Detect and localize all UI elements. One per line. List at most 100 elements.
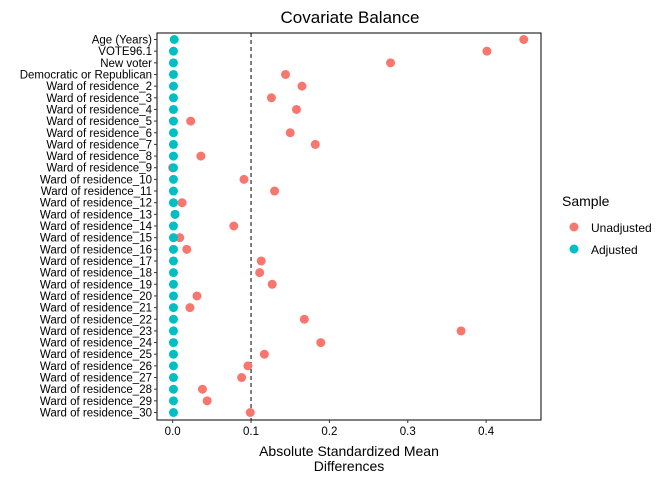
unadjusted-point bbox=[310, 139, 320, 149]
x-tick-label: 0.3 bbox=[400, 426, 416, 438]
unadjusted-point bbox=[182, 244, 192, 254]
adjusted-point bbox=[168, 58, 178, 68]
adjusted-point bbox=[168, 314, 178, 324]
unadjusted-point bbox=[202, 396, 212, 406]
legend-label-unadjusted: Unadjusted bbox=[591, 221, 652, 235]
adjusted-point bbox=[168, 151, 178, 161]
adjusted-point bbox=[168, 279, 178, 289]
y-tick-label: Ward of residence_12 bbox=[40, 198, 152, 210]
adjusted-point bbox=[168, 349, 178, 359]
adjusted-point bbox=[168, 221, 178, 231]
x-axis-label-line-1: Absolute Standardized Mean bbox=[259, 443, 439, 459]
adjusted-point bbox=[170, 209, 180, 219]
adjusted-point bbox=[168, 128, 178, 138]
adjusted-point bbox=[168, 81, 178, 91]
y-tick-label: Ward of residence_25 bbox=[40, 349, 152, 361]
legend-title: Sample bbox=[562, 193, 610, 209]
y-tick-label: Ward of residence_13 bbox=[40, 209, 152, 221]
y-tick-label: Ward of residence_3 bbox=[46, 93, 152, 105]
unadjusted-point bbox=[245, 408, 255, 417]
legend-key-adjusted bbox=[569, 244, 579, 254]
unadjusted-point bbox=[291, 104, 301, 114]
adjusted-point bbox=[168, 408, 178, 417]
y-tick-label: Ward of residence_10 bbox=[40, 174, 152, 186]
y-tick-label: Ward of residence_17 bbox=[40, 256, 152, 268]
unadjusted-point bbox=[237, 373, 247, 383]
y-tick-label: Ward of residence_6 bbox=[46, 128, 152, 140]
unadjusted-point bbox=[316, 338, 326, 348]
unadjusted-point bbox=[281, 69, 291, 79]
y-tick-label: Ward of residence_14 bbox=[40, 221, 153, 233]
adjusted-point bbox=[168, 384, 178, 394]
x-axis-label-line-2: Differences bbox=[314, 458, 385, 474]
chart-title: Covariate Balance bbox=[281, 8, 420, 27]
unadjusted-point bbox=[259, 349, 269, 359]
adjusted-point bbox=[168, 139, 178, 149]
unadjusted-point bbox=[177, 198, 187, 208]
adjusted-point bbox=[168, 361, 178, 371]
adjusted-point bbox=[168, 198, 178, 208]
legend-label-adjusted: Adjusted bbox=[591, 243, 638, 257]
legend: Sample Unadjusted Adjusted bbox=[562, 193, 652, 257]
adjusted-point bbox=[168, 69, 178, 79]
y-tick-label: Ward of residence_24 bbox=[40, 338, 153, 350]
y-tick-label: Ward of residence_21 bbox=[40, 303, 152, 315]
adjusted-point bbox=[169, 35, 179, 44]
unadjusted-point bbox=[256, 256, 266, 266]
unadjusted-point bbox=[255, 268, 265, 278]
adjusted-point bbox=[168, 174, 178, 184]
unadjusted-point bbox=[186, 116, 196, 126]
y-tick-label: Ward of residence_29 bbox=[40, 396, 152, 408]
unadjusted-point bbox=[192, 291, 202, 301]
y-tick-label: Ward of residence_9 bbox=[46, 163, 152, 175]
legend-key-unadjusted bbox=[569, 222, 579, 232]
unadjusted-point bbox=[185, 303, 195, 313]
adjusted-point bbox=[168, 244, 178, 254]
series-adjusted bbox=[168, 35, 180, 417]
unadjusted-point bbox=[299, 314, 309, 324]
unadjusted-point bbox=[239, 174, 249, 184]
y-tick-label: Ward of residence_4 bbox=[46, 104, 152, 116]
adjusted-point bbox=[168, 46, 178, 56]
adjusted-point bbox=[168, 396, 178, 406]
x-tick-label: 0.1 bbox=[243, 426, 259, 438]
y-tick-label: Ward of residence_15 bbox=[40, 233, 152, 245]
y-tick-label: Ward of residence_5 bbox=[46, 116, 152, 128]
adjusted-point bbox=[168, 116, 178, 126]
adjusted-point bbox=[168, 186, 178, 196]
x-tick-label: 0.2 bbox=[321, 426, 337, 438]
y-tick-label: Ward of residence_23 bbox=[40, 326, 152, 338]
adjusted-point bbox=[168, 256, 178, 266]
adjusted-point bbox=[168, 268, 178, 278]
unadjusted-point bbox=[196, 151, 206, 161]
unadjusted-point bbox=[386, 58, 396, 68]
y-tick-label: Ward of residence_2 bbox=[46, 81, 152, 93]
y-tick-label: Ward of residence_20 bbox=[40, 291, 152, 303]
unadjusted-point bbox=[456, 326, 466, 336]
unadjusted-point bbox=[197, 384, 207, 394]
y-tick-label: Ward of residence_16 bbox=[40, 244, 152, 256]
y-tick-label: Democratic or Republican bbox=[20, 69, 152, 81]
unadjusted-point bbox=[285, 128, 295, 138]
adjusted-point bbox=[168, 104, 178, 114]
unadjusted-point bbox=[519, 35, 529, 44]
y-tick-label: Ward of residence_8 bbox=[46, 151, 152, 163]
unadjusted-point bbox=[297, 81, 307, 91]
adjusted-point bbox=[168, 303, 178, 313]
unadjusted-point bbox=[266, 93, 276, 103]
adjusted-point bbox=[168, 291, 178, 301]
y-tick-label: Ward of residence_26 bbox=[40, 361, 152, 373]
unadjusted-point bbox=[229, 221, 239, 231]
adjusted-point bbox=[168, 93, 178, 103]
y-tick-label: Ward of residence_28 bbox=[40, 384, 152, 396]
adjusted-point bbox=[168, 338, 178, 348]
y-tick-label: Ward of residence_30 bbox=[40, 408, 152, 420]
unadjusted-point bbox=[267, 279, 277, 289]
y-tick-label: New voter bbox=[100, 58, 152, 70]
y-tick-label: Ward of residence_18 bbox=[40, 268, 152, 280]
unadjusted-point bbox=[482, 46, 492, 56]
y-tick-label: Ward of residence_27 bbox=[40, 373, 152, 385]
